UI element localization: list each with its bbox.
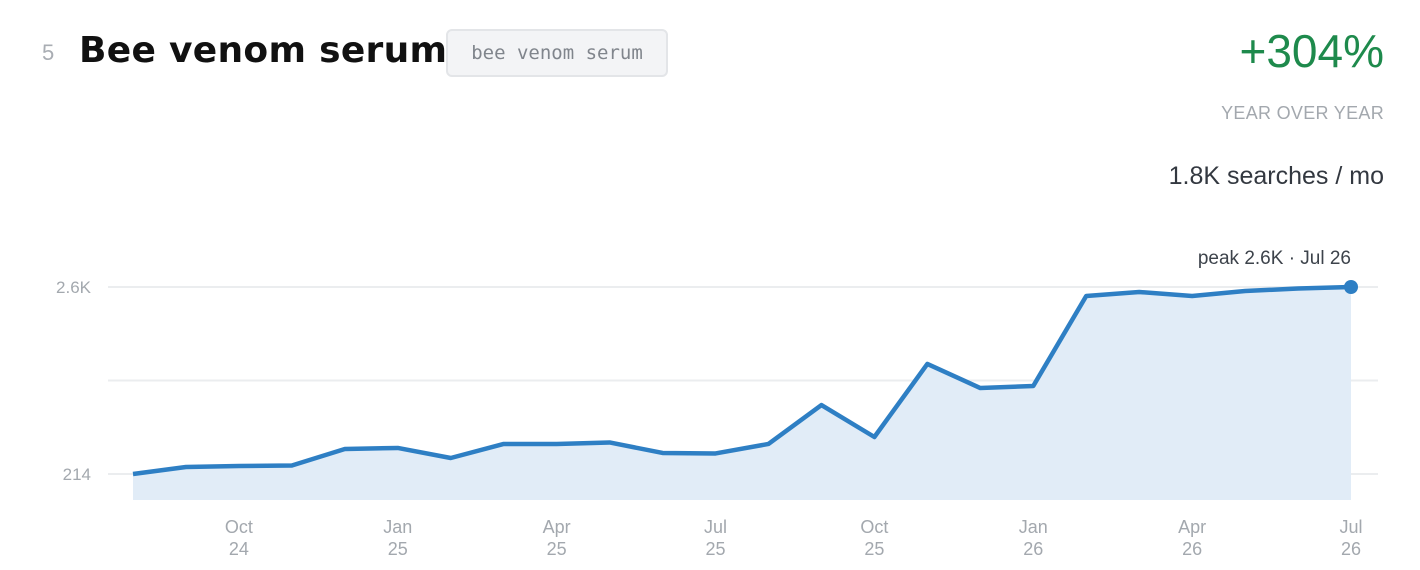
x-tick-label: Oct 24 (224, 517, 253, 559)
x-tick-label: Jul 25 (704, 517, 728, 559)
x-tick-label: Apr 26 (1178, 517, 1207, 559)
peak-point (1344, 280, 1358, 294)
peak-annotation: peak 2.6K · Jul 26 (1198, 248, 1351, 269)
y-tick-label: 214 (63, 465, 91, 484)
growth-label: YEAR OVER YEAR (1221, 103, 1384, 123)
x-tick-label: Jan 26 (1018, 517, 1048, 559)
rank: 5 (42, 40, 55, 65)
title: Bee venom serums (79, 30, 470, 71)
growth: +304% (1239, 25, 1384, 77)
x-tick-label: Jul 26 (1339, 517, 1363, 559)
x-tick-label: Jan 25 (383, 517, 413, 559)
area (133, 287, 1351, 500)
line (132, 284, 1352, 477)
x-tick-label: Apr 25 (542, 517, 571, 559)
x-tick-label: Oct 25 (860, 517, 889, 559)
volume: 1.8K searches / mo (1168, 162, 1384, 190)
keyword-badge[interactable]: bee venom serum (446, 29, 668, 77)
y-tick-label: 2.6K (56, 278, 92, 297)
